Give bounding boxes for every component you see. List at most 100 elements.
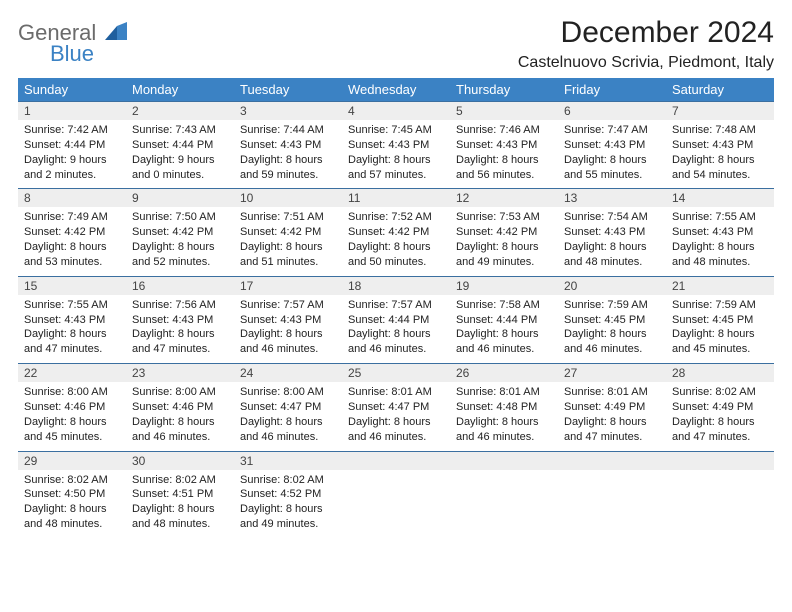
sunrise-text: Sunrise: 7:49 AM bbox=[24, 210, 120, 225]
sunset-text: Sunset: 4:43 PM bbox=[564, 225, 660, 240]
logo: General Blue bbox=[18, 22, 127, 65]
day-number-row: 1234567 bbox=[18, 102, 774, 121]
sunset-text: Sunset: 4:43 PM bbox=[24, 313, 120, 328]
day-number-cell: 29 bbox=[18, 451, 126, 470]
daylight-text: Daylight: 8 hours and 51 minutes. bbox=[240, 240, 336, 270]
logo-text: General Blue bbox=[18, 22, 127, 65]
day-number-cell: 21 bbox=[666, 276, 774, 295]
sunrise-text: Sunrise: 7:52 AM bbox=[348, 210, 444, 225]
daylight-text: Daylight: 8 hours and 48 minutes. bbox=[672, 240, 768, 270]
sunset-text: Sunset: 4:49 PM bbox=[564, 400, 660, 415]
daylight-text: Daylight: 8 hours and 46 minutes. bbox=[240, 327, 336, 357]
sunrise-text: Sunrise: 7:56 AM bbox=[132, 298, 228, 313]
sunset-text: Sunset: 4:49 PM bbox=[672, 400, 768, 415]
day-number-cell: 15 bbox=[18, 276, 126, 295]
day-number-cell: 30 bbox=[126, 451, 234, 470]
day-content-cell: Sunrise: 7:42 AMSunset: 4:44 PMDaylight:… bbox=[18, 120, 126, 189]
daylight-text: Daylight: 8 hours and 47 minutes. bbox=[564, 415, 660, 445]
day-content-cell: Sunrise: 7:52 AMSunset: 4:42 PMDaylight:… bbox=[342, 207, 450, 276]
day-content-cell: Sunrise: 7:49 AMSunset: 4:42 PMDaylight:… bbox=[18, 207, 126, 276]
sunset-text: Sunset: 4:47 PM bbox=[348, 400, 444, 415]
sunrise-text: Sunrise: 8:02 AM bbox=[24, 473, 120, 488]
day-number-cell: 23 bbox=[126, 364, 234, 383]
day-content-row: Sunrise: 8:00 AMSunset: 4:46 PMDaylight:… bbox=[18, 382, 774, 451]
day-number-cell: 18 bbox=[342, 276, 450, 295]
day-content-cell: Sunrise: 7:53 AMSunset: 4:42 PMDaylight:… bbox=[450, 207, 558, 276]
weekday-header: Monday bbox=[126, 78, 234, 102]
daylight-text: Daylight: 8 hours and 46 minutes. bbox=[132, 415, 228, 445]
sunset-text: Sunset: 4:43 PM bbox=[132, 313, 228, 328]
day-number-cell: 13 bbox=[558, 189, 666, 208]
weekday-header-row: Sunday Monday Tuesday Wednesday Thursday… bbox=[18, 78, 774, 102]
sunrise-text: Sunrise: 7:58 AM bbox=[456, 298, 552, 313]
day-number-cell: 9 bbox=[126, 189, 234, 208]
day-content-cell: Sunrise: 7:56 AMSunset: 4:43 PMDaylight:… bbox=[126, 295, 234, 364]
sunrise-text: Sunrise: 8:01 AM bbox=[564, 385, 660, 400]
sunrise-text: Sunrise: 7:47 AM bbox=[564, 123, 660, 138]
sunset-text: Sunset: 4:50 PM bbox=[24, 487, 120, 502]
day-number-cell bbox=[342, 451, 450, 470]
sunset-text: Sunset: 4:45 PM bbox=[672, 313, 768, 328]
sunrise-text: Sunrise: 7:57 AM bbox=[240, 298, 336, 313]
day-number-cell bbox=[558, 451, 666, 470]
day-number-row: 293031 bbox=[18, 451, 774, 470]
sunrise-text: Sunrise: 7:44 AM bbox=[240, 123, 336, 138]
sunrise-text: Sunrise: 7:46 AM bbox=[456, 123, 552, 138]
weekday-header: Thursday bbox=[450, 78, 558, 102]
sunrise-text: Sunrise: 7:55 AM bbox=[672, 210, 768, 225]
day-number-cell: 8 bbox=[18, 189, 126, 208]
day-number-cell: 5 bbox=[450, 102, 558, 121]
sunrise-text: Sunrise: 8:01 AM bbox=[456, 385, 552, 400]
day-number-cell: 27 bbox=[558, 364, 666, 383]
day-content-cell: Sunrise: 7:51 AMSunset: 4:42 PMDaylight:… bbox=[234, 207, 342, 276]
daylight-text: Daylight: 8 hours and 47 minutes. bbox=[132, 327, 228, 357]
title-block: December 2024 Castelnuovo Scrivia, Piedm… bbox=[518, 16, 774, 72]
sunrise-text: Sunrise: 8:00 AM bbox=[24, 385, 120, 400]
sunrise-text: Sunrise: 7:57 AM bbox=[348, 298, 444, 313]
header: General Blue December 2024 Castelnuovo S… bbox=[18, 16, 774, 72]
sunrise-text: Sunrise: 8:02 AM bbox=[132, 473, 228, 488]
day-content-cell: Sunrise: 8:01 AMSunset: 4:48 PMDaylight:… bbox=[450, 382, 558, 451]
day-number-cell bbox=[666, 451, 774, 470]
daylight-text: Daylight: 8 hours and 48 minutes. bbox=[24, 502, 120, 532]
sunset-text: Sunset: 4:52 PM bbox=[240, 487, 336, 502]
daylight-text: Daylight: 8 hours and 55 minutes. bbox=[564, 153, 660, 183]
day-number-cell bbox=[450, 451, 558, 470]
day-content-row: Sunrise: 7:42 AMSunset: 4:44 PMDaylight:… bbox=[18, 120, 774, 189]
daylight-text: Daylight: 8 hours and 46 minutes. bbox=[348, 327, 444, 357]
day-content-cell: Sunrise: 8:00 AMSunset: 4:47 PMDaylight:… bbox=[234, 382, 342, 451]
sunset-text: Sunset: 4:42 PM bbox=[456, 225, 552, 240]
daylight-text: Daylight: 8 hours and 46 minutes. bbox=[456, 415, 552, 445]
day-number-row: 15161718192021 bbox=[18, 276, 774, 295]
day-content-cell: Sunrise: 7:47 AMSunset: 4:43 PMDaylight:… bbox=[558, 120, 666, 189]
calendar-table: Sunday Monday Tuesday Wednesday Thursday… bbox=[18, 78, 774, 538]
daylight-text: Daylight: 8 hours and 48 minutes. bbox=[564, 240, 660, 270]
day-content-row: Sunrise: 8:02 AMSunset: 4:50 PMDaylight:… bbox=[18, 470, 774, 538]
sunset-text: Sunset: 4:48 PM bbox=[456, 400, 552, 415]
daylight-text: Daylight: 8 hours and 52 minutes. bbox=[132, 240, 228, 270]
day-number-cell: 12 bbox=[450, 189, 558, 208]
sunrise-text: Sunrise: 7:42 AM bbox=[24, 123, 120, 138]
daylight-text: Daylight: 8 hours and 57 minutes. bbox=[348, 153, 444, 183]
weekday-header: Tuesday bbox=[234, 78, 342, 102]
daylight-text: Daylight: 9 hours and 2 minutes. bbox=[24, 153, 120, 183]
sunset-text: Sunset: 4:44 PM bbox=[348, 313, 444, 328]
day-content-cell: Sunrise: 8:01 AMSunset: 4:47 PMDaylight:… bbox=[342, 382, 450, 451]
day-number-cell: 2 bbox=[126, 102, 234, 121]
day-number-cell: 24 bbox=[234, 364, 342, 383]
sunset-text: Sunset: 4:45 PM bbox=[564, 313, 660, 328]
sunrise-text: Sunrise: 8:02 AM bbox=[672, 385, 768, 400]
day-number-cell: 11 bbox=[342, 189, 450, 208]
day-content-cell: Sunrise: 8:01 AMSunset: 4:49 PMDaylight:… bbox=[558, 382, 666, 451]
day-content-cell: Sunrise: 7:44 AMSunset: 4:43 PMDaylight:… bbox=[234, 120, 342, 189]
sunrise-text: Sunrise: 7:45 AM bbox=[348, 123, 444, 138]
sunrise-text: Sunrise: 7:59 AM bbox=[672, 298, 768, 313]
location-label: Castelnuovo Scrivia, Piedmont, Italy bbox=[518, 54, 774, 72]
sunrise-text: Sunrise: 7:53 AM bbox=[456, 210, 552, 225]
day-content-cell: Sunrise: 7:45 AMSunset: 4:43 PMDaylight:… bbox=[342, 120, 450, 189]
day-number-cell: 26 bbox=[450, 364, 558, 383]
day-content-cell: Sunrise: 7:57 AMSunset: 4:44 PMDaylight:… bbox=[342, 295, 450, 364]
day-number-cell: 10 bbox=[234, 189, 342, 208]
day-content-cell: Sunrise: 7:50 AMSunset: 4:42 PMDaylight:… bbox=[126, 207, 234, 276]
day-content-cell: Sunrise: 7:54 AMSunset: 4:43 PMDaylight:… bbox=[558, 207, 666, 276]
